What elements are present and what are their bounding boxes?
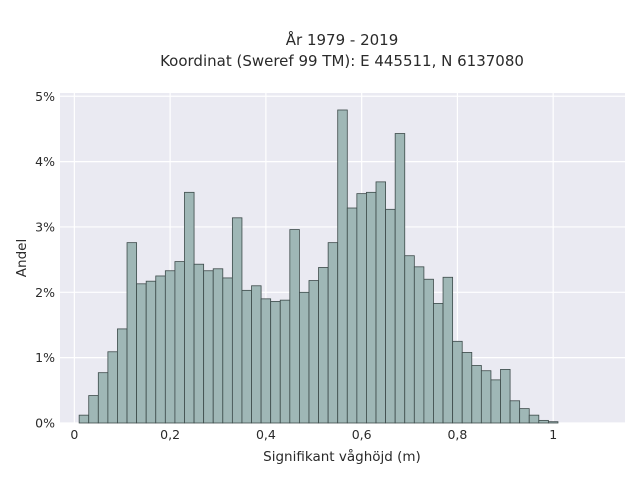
histogram-bar	[547, 421, 559, 424]
histogram-bar	[251, 285, 262, 424]
tick-labels: 0 0,2 0,4 0,6 0,8 1 0% 1% 2% 3% 4% 5%	[35, 89, 557, 442]
y-tick-label: 5%	[35, 89, 55, 104]
histogram-bar	[184, 191, 195, 424]
histogram-bar	[97, 372, 109, 424]
x-tick-label: 0,2	[160, 427, 180, 442]
histogram-bar	[164, 270, 176, 424]
histogram-bar	[442, 276, 454, 424]
x-tick-label: 0,6	[352, 427, 372, 442]
y-axis-label: Andel	[14, 239, 30, 277]
histogram-bar	[193, 263, 205, 424]
histogram-bar	[260, 298, 272, 424]
histogram-bar	[155, 275, 166, 424]
histogram-bar	[337, 109, 348, 424]
y-tick-label: 1%	[35, 350, 55, 365]
histogram-bar	[222, 277, 233, 424]
histogram-bar	[145, 280, 157, 424]
histogram-bar	[279, 299, 291, 424]
y-tick-label: 3%	[35, 219, 55, 234]
y-tick-label: 4%	[35, 154, 55, 169]
histogram-bar	[289, 229, 300, 424]
histogram-bar	[212, 268, 224, 424]
histogram-bar	[231, 217, 243, 424]
histogram-bar	[500, 369, 511, 424]
histogram-bar	[528, 414, 540, 424]
histogram-bar	[375, 181, 386, 424]
histogram-bar	[480, 370, 492, 424]
histogram-bar	[174, 261, 185, 424]
histogram-bar	[385, 208, 396, 424]
histogram-bar	[404, 255, 415, 424]
histogram-bar	[117, 328, 128, 424]
x-tick-label: 0,4	[256, 427, 276, 442]
histogram-bar	[78, 414, 90, 424]
histogram-bar	[308, 280, 319, 424]
x-tick-label: 0,8	[447, 427, 467, 442]
histogram-bar	[366, 191, 377, 424]
histogram-bar	[452, 340, 463, 424]
histogram-bar	[270, 301, 281, 424]
histogram-bar	[241, 289, 252, 424]
histogram-bar	[203, 270, 214, 424]
histogram-bar	[356, 193, 367, 424]
histogram-bar	[394, 133, 406, 424]
histogram-bar	[471, 365, 482, 424]
x-tick-label: 1	[549, 427, 557, 442]
histogram-bar	[433, 303, 444, 424]
histogram-bar	[423, 278, 434, 424]
chart-title-line-1: År 1979 - 2019	[286, 30, 399, 49]
histogram-bar	[519, 408, 530, 424]
histogram-bars	[78, 109, 559, 424]
histogram-bar	[136, 283, 147, 424]
y-tick-label: 2%	[35, 285, 55, 300]
histogram-bar	[126, 242, 138, 424]
x-axis-label: Signifikant våghöjd (m)	[263, 448, 421, 465]
chart-title-line-2: Koordinat (Sweref 99 TM): E 445511, N 61…	[160, 52, 524, 70]
histogram-bar	[107, 351, 118, 424]
y-tick-label: 0%	[35, 416, 55, 431]
histogram-bar	[318, 267, 329, 424]
histogram-bar	[509, 400, 521, 424]
histogram-bar	[490, 379, 501, 424]
histogram-bar	[538, 419, 549, 424]
histogram-bar	[413, 266, 425, 424]
histogram-bar	[299, 291, 310, 424]
histogram-bar	[327, 242, 339, 424]
histogram-bar	[461, 352, 473, 424]
histogram-bar	[88, 395, 99, 424]
histogram-bar	[346, 207, 358, 424]
x-tick-label: 0	[70, 427, 78, 442]
